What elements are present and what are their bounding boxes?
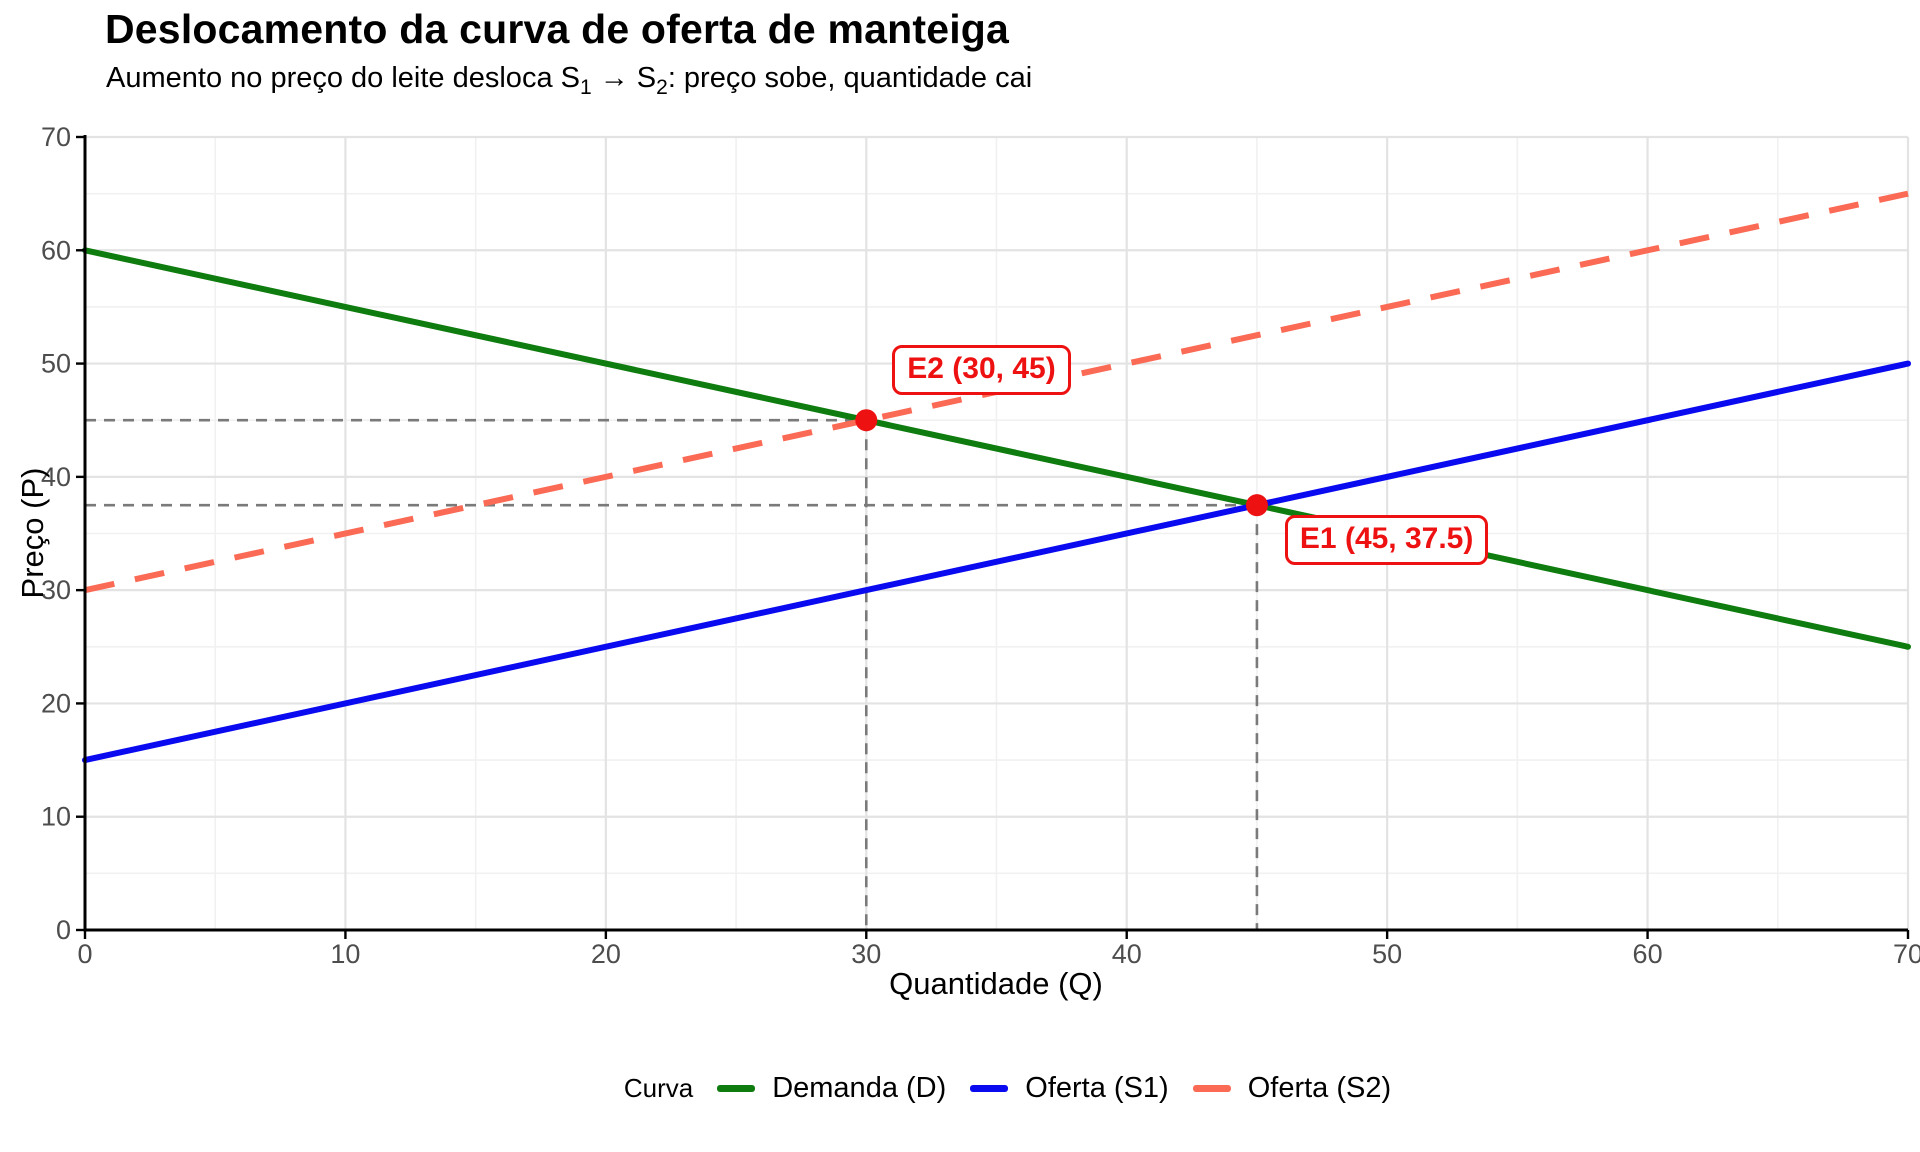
- legend-item-oferta-s1: Oferta (S1): [970, 1072, 1169, 1105]
- subtitle-subscript-1: 1: [579, 75, 592, 99]
- legend-label-oferta-s1: Oferta (S1): [1025, 1072, 1169, 1104]
- x-tick-label: 20: [591, 939, 621, 969]
- subtitle-text: Aumento no preço do leite desloca S: [106, 62, 580, 94]
- legend-label-oferta-s2: Oferta (S2): [1247, 1072, 1392, 1104]
- y-axis-title: Preço (P): [15, 467, 50, 599]
- chart-subtitle: Aumento no preço do leite desloca S1 → S…: [106, 62, 1032, 100]
- y-tick-label: 40: [41, 462, 71, 492]
- curve-d: [82, 247, 1911, 650]
- annotation-label-e2: E2 (30, 45): [892, 345, 1071, 396]
- subtitle-text: → S: [591, 62, 657, 94]
- annotation-label-e1: E1 (45, 37.5): [1284, 515, 1489, 566]
- legend-swatch-demanda: [717, 1085, 756, 1092]
- x-tick-label: 70: [1893, 939, 1920, 969]
- subtitle-text: : preço sobe, quantidade cai: [667, 62, 1033, 94]
- legend: Curva Demanda (D) Oferta (S1) Oferta (S2…: [0, 1072, 1920, 1105]
- chart-title: Deslocamento da curva de oferta de mante…: [105, 6, 1010, 52]
- y-tick-label: 60: [41, 235, 71, 265]
- legend-swatch-oferta-s2: [1192, 1085, 1231, 1092]
- x-tick-label: 0: [77, 939, 92, 969]
- x-tick-label: 30: [851, 939, 881, 969]
- y-tick-label: 30: [41, 575, 71, 605]
- equilibrium-point-e2: [855, 409, 878, 432]
- x-tick-label: 60: [1633, 939, 1663, 969]
- y-tick-label: 70: [41, 122, 71, 152]
- equilibrium-point-e1: [1245, 494, 1268, 517]
- legend-title: Curva: [623, 1073, 694, 1103]
- y-tick-label: 20: [41, 688, 71, 718]
- x-axis-title: Quantidade (Q): [889, 966, 1103, 1001]
- legend-swatch-oferta-s1: [970, 1085, 1009, 1092]
- y-tick-label: 10: [41, 802, 71, 832]
- x-tick-label: 40: [1112, 939, 1142, 969]
- y-tick-label: 0: [56, 915, 71, 945]
- legend-item-demanda: Demanda (D): [717, 1072, 946, 1105]
- y-tick-label: 50: [41, 349, 71, 379]
- curve-s1: [82, 360, 1911, 764]
- x-tick-label: 10: [330, 939, 360, 969]
- subtitle-subscript-2: 2: [656, 75, 668, 99]
- x-tick-label: 50: [1372, 939, 1402, 969]
- legend-label-demanda: Demanda (D): [772, 1072, 947, 1104]
- legend-item-oferta-s2: Oferta (S2): [1192, 1072, 1392, 1105]
